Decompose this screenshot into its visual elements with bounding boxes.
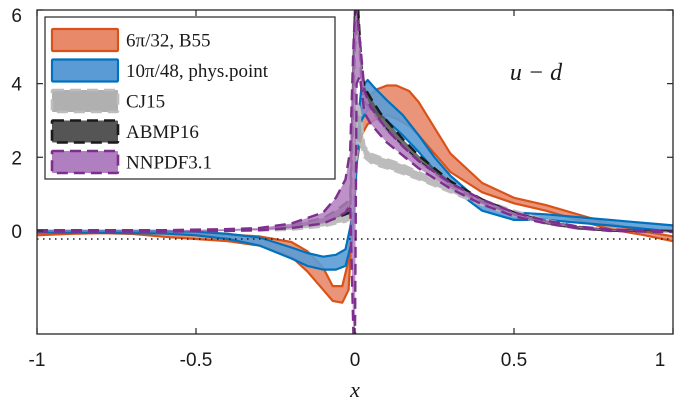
legend-swatch-abmp16 (50, 119, 120, 144)
y-tick-label: 4 (11, 75, 22, 96)
x-tick-label: 0.5 (501, 350, 527, 371)
tick-layer: -1 -0.5 0 0.5 1 0 2 4 6 (11, 6, 674, 371)
u-minus-d-annotation: u − d (510, 60, 563, 86)
band-lower-edge-nnpdf3-1 (37, 75, 673, 334)
x-tick-label: -0.5 (180, 350, 213, 371)
legend-item-abmp16: ABMP16 (50, 119, 199, 144)
legend-item-cj15: CJ15 (50, 88, 165, 114)
legend-swatch-cj15 (50, 88, 120, 114)
legend-item-10pi-48-phys-point: 10π/48, phys.point (50, 58, 269, 83)
legend-items: 6π/32, B55 10π/48, phys.point CJ15 ABMP16 NN… (50, 27, 269, 175)
legend-swatch-nnpdf3-1 (50, 149, 120, 175)
legend-label-abmp16: ABMP16 (126, 122, 199, 143)
band-upper-edge-nnpdf3-1 (37, 10, 673, 233)
legend-label-cj15: CJ15 (126, 92, 165, 113)
x-tick-label: -1 (29, 350, 46, 371)
y-tick-label: 0 (11, 222, 22, 243)
series-layer (37, 10, 673, 334)
x-tick-label: 1 (655, 350, 666, 371)
legend: 6π/32, B55 10π/48, phys.point CJ15 ABMP16 NN… (44, 16, 336, 180)
y-tick-label: 2 (11, 148, 22, 169)
legend-label-10pi-48-phys-point: 10π/48, phys.point (126, 61, 269, 82)
legend-swatch-10pi-48-phys-point (50, 58, 120, 83)
x-axis-label: x (349, 377, 360, 402)
legend-item-6pi-32-b55: 6π/32, B55 (50, 27, 211, 53)
y-tick-label: 6 (11, 6, 22, 27)
legend-item-nnpdf3-1: NNPDF3.1 (50, 149, 212, 175)
legend-label-6pi-32-b55: 6π/32, B55 (126, 31, 211, 52)
legend-swatch-6pi-32-b55 (50, 27, 120, 53)
legend-label-nnpdf3-1: NNPDF3.1 (126, 153, 212, 174)
x-tick-label: 0 (350, 350, 361, 371)
